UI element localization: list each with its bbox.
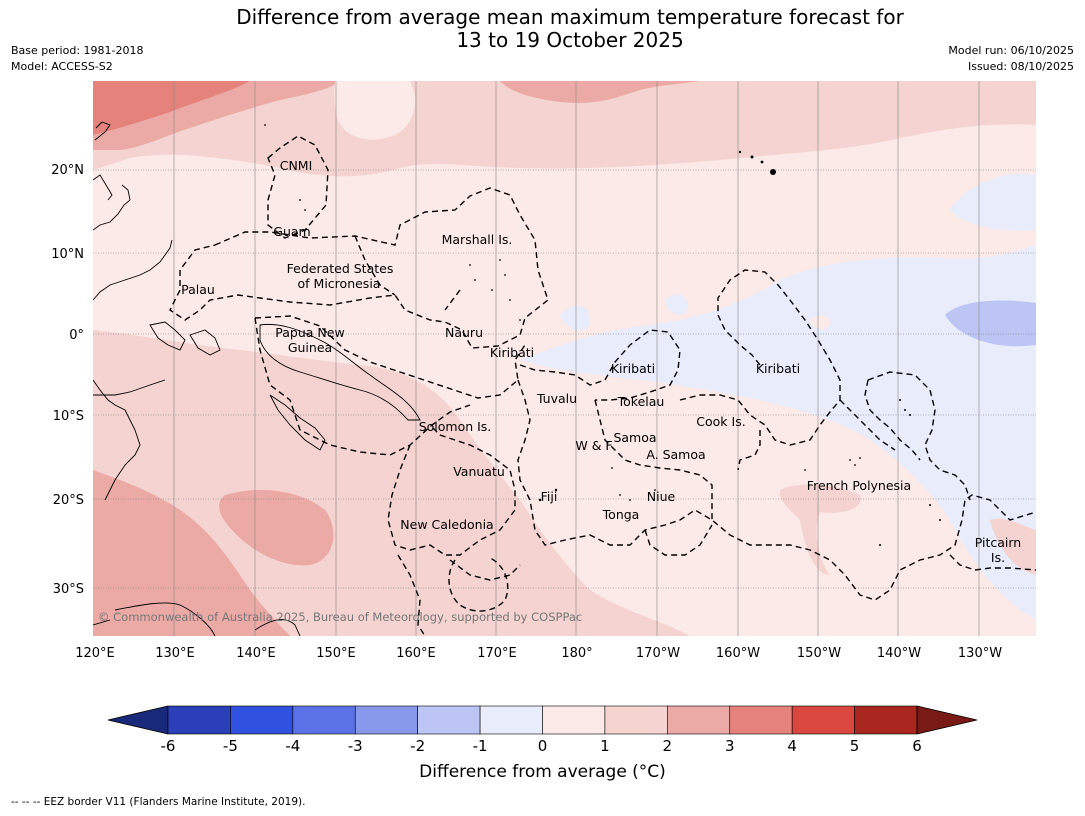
- region-label: Vanuatu: [453, 464, 505, 479]
- colorbar: -6 -5 -4 -3 -2 -1 0 1 2 3 4 5 6: [107, 705, 978, 755]
- lon-tick: 180°: [561, 646, 592, 661]
- region-label: Solomon Is.: [419, 419, 492, 434]
- region-label: New Caledonia: [400, 517, 493, 532]
- region-label: Tokelau: [617, 394, 665, 409]
- lon-tick: 130°E: [155, 646, 195, 661]
- lon-tick: 150°E: [316, 646, 356, 661]
- colorbar-tick-label: 1: [600, 737, 610, 755]
- eez-borders: [169, 135, 1036, 636]
- graticule: [173, 81, 980, 636]
- colorbar-segment: [729, 705, 793, 735]
- colorbar-tick-label: -5: [223, 737, 238, 755]
- region-label: Tuvalu: [536, 391, 577, 406]
- region-label: Fiji: [541, 489, 558, 504]
- issued-date: Issued: 08/10/2025: [967, 60, 1074, 73]
- copyright-text: © Commonwealth of Australia 2025, Bureau…: [98, 610, 582, 624]
- region-label: Cook Is.: [696, 414, 745, 429]
- region-label: French Polynesia: [807, 478, 911, 493]
- lon-tick: 150°W: [797, 646, 841, 661]
- model-run: Model run: 06/10/2025: [948, 44, 1074, 57]
- colorbar-tick-label: -3: [348, 737, 363, 755]
- meta-left: Base period: 1981-2018 Model: ACCESS-S2: [11, 43, 143, 75]
- lon-tick: 170°E: [477, 646, 517, 661]
- lat-tick: 10°N: [51, 247, 84, 262]
- coastlines: [93, 121, 421, 636]
- colorbar-segment: [604, 705, 668, 735]
- colorbar-tick-label: 6: [912, 737, 922, 755]
- region-label: Federated States: [287, 261, 394, 276]
- lat-tick: 20°S: [53, 493, 84, 508]
- colorbar-tick-label: 0: [538, 737, 548, 755]
- region-label: Pitcairn: [975, 535, 1021, 550]
- lat-tick-labels: 20°N 10°N 0° 10°S 20°S 30°S: [51, 163, 84, 597]
- meta-right: Model run: 06/10/2025 Issued: 08/10/2025: [948, 43, 1074, 75]
- region-label: Papua New: [275, 325, 344, 340]
- region-label: Samoa: [613, 430, 656, 445]
- region-label: Is.: [991, 550, 1005, 565]
- colorbar-segment: [479, 705, 543, 735]
- lon-tick: 160°E: [396, 646, 436, 661]
- lon-tick: 130°W: [958, 646, 1002, 661]
- colorbar-segment: [417, 705, 481, 735]
- anomaly-field: [93, 81, 1036, 636]
- region-label: Kiribati: [490, 345, 534, 360]
- colorbar-extend-high: [916, 705, 978, 735]
- colorbar-tick-label: -2: [410, 737, 425, 755]
- lat-tick: 10°S: [53, 409, 84, 424]
- region-label: Nauru: [445, 325, 483, 340]
- region-label: Kiribati: [756, 361, 800, 376]
- colorbar-tick-label: -4: [285, 737, 300, 755]
- colorbar-segment: [791, 705, 855, 735]
- colorbar-tick-label: 4: [787, 737, 797, 755]
- title-line-1: Difference from average mean maximum tem…: [236, 5, 904, 29]
- colorbar-segment: [230, 705, 294, 735]
- lat-tick: 0°: [69, 328, 84, 343]
- lon-tick: 140°E: [236, 646, 276, 661]
- model-name: Model: ACCESS-S2: [11, 60, 113, 73]
- colorbar-title: Difference from average (°C): [419, 762, 666, 782]
- colorbar-tick-label: 5: [850, 737, 860, 755]
- colorbar-extend-low: [107, 705, 169, 735]
- base-period: Base period: 1981-2018: [11, 44, 144, 57]
- islands: [264, 124, 941, 546]
- colorbar-segment: [667, 705, 731, 735]
- chart-title: Difference from average mean maximum tem…: [0, 6, 1085, 52]
- colorbar-segment: [167, 705, 231, 735]
- colorbar-segment: [854, 705, 918, 735]
- region-label: A. Samoa: [646, 447, 705, 462]
- region-label: Tonga: [602, 507, 640, 522]
- region-label: Guinea: [288, 340, 332, 355]
- lon-tick: 140°W: [877, 646, 921, 661]
- title-line-2: 13 to 19 October 2025: [456, 28, 684, 52]
- latitude-lines: [93, 169, 1036, 589]
- region-labels: CNMI Guam Marshall Is. Federated States …: [181, 158, 1021, 565]
- region-label: Niue: [647, 489, 676, 504]
- region-label: of Micronesia: [298, 276, 381, 291]
- region-label: CNMI: [280, 158, 313, 173]
- lat-tick: 30°S: [53, 582, 84, 597]
- lat-tick: 20°N: [51, 163, 84, 178]
- lon-tick: 120°E: [75, 646, 115, 661]
- region-label: Guam: [273, 224, 310, 239]
- region-label: Kiribati: [611, 361, 655, 376]
- colorbar-segment: [292, 705, 356, 735]
- colorbar-segment: [542, 705, 606, 735]
- colorbar-tick-label: 2: [663, 737, 673, 755]
- colorbar-segment: [354, 705, 418, 735]
- lon-tick-labels: 120°E 130°E 140°E 150°E 160°E 170°E 180°…: [75, 646, 1002, 661]
- colorbar-tick-label: -1: [473, 737, 488, 755]
- region-label: W & F: [575, 438, 612, 453]
- colorbar-tick-label: -6: [161, 737, 176, 755]
- region-label: Palau: [181, 282, 215, 297]
- lon-tick: 160°W: [716, 646, 760, 661]
- eez-footnote: -- -- -- EEZ border V11 (Flanders Marine…: [11, 796, 306, 808]
- lon-tick: 170°W: [636, 646, 680, 661]
- region-label: Marshall Is.: [442, 232, 513, 247]
- colorbar-tick-label: 3: [725, 737, 735, 755]
